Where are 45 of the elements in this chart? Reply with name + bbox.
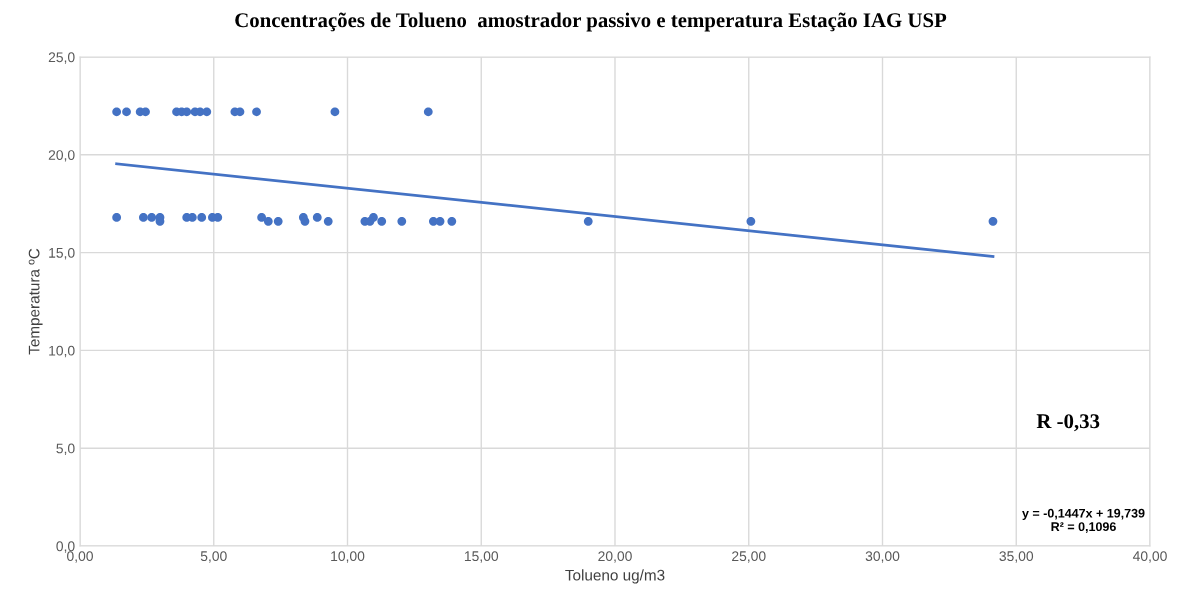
point: [147, 213, 157, 222]
chart-title: Concentrações de Tolueno amostrador passivo e temperatura Estação IAG USP: [235, 12, 947, 32]
point: [423, 107, 433, 117]
point: [112, 107, 122, 117]
y-tick-label: 0,0: [56, 541, 75, 553]
x-tick-label: 20,00: [598, 551, 632, 563]
point: [300, 216, 310, 226]
y-tick-label: 25,0: [48, 52, 75, 64]
x-tick-label: 5,00: [200, 551, 227, 563]
y-tick-label: 5,0: [56, 443, 75, 456]
point: [141, 107, 150, 117]
point: [369, 213, 378, 222]
point: [139, 213, 148, 222]
x-tick-label: 0,00: [67, 551, 93, 563]
point: [988, 216, 998, 226]
x-tick-label: 15,00: [464, 551, 499, 563]
y-axis-title: Temperatura ºC: [28, 248, 43, 355]
x-axis-title: Tolueno ug/m3: [565, 569, 665, 584]
point: [112, 213, 122, 222]
point: [377, 216, 387, 226]
x-tick-label: 30,00: [865, 551, 900, 563]
point: [397, 216, 407, 226]
x-tick-label: 25,00: [732, 551, 766, 563]
point: [252, 107, 261, 117]
point: [257, 213, 267, 222]
point: [202, 107, 212, 117]
point: [312, 213, 322, 222]
point: [197, 213, 207, 222]
y-tick-label: 10,0: [49, 345, 75, 358]
point: [323, 216, 333, 226]
point: [273, 216, 283, 226]
y-tick-label: 20,0: [48, 150, 75, 162]
point: [263, 216, 273, 226]
annotation: R -0,33: [1036, 414, 1100, 432]
point: [330, 107, 340, 117]
y-tick-label: 15,0: [49, 247, 75, 260]
point: [435, 216, 445, 226]
point: [583, 216, 593, 226]
x-tick-label: 35,00: [999, 551, 1034, 563]
point: [122, 107, 131, 117]
x-tick-label: 10,00: [331, 551, 365, 563]
point: [746, 216, 756, 226]
annotation: y = -0,1447x + 19,739 R² = 0,1096: [1022, 508, 1145, 533]
point: [447, 216, 457, 226]
x-tick-label: 40,00: [1132, 551, 1167, 563]
